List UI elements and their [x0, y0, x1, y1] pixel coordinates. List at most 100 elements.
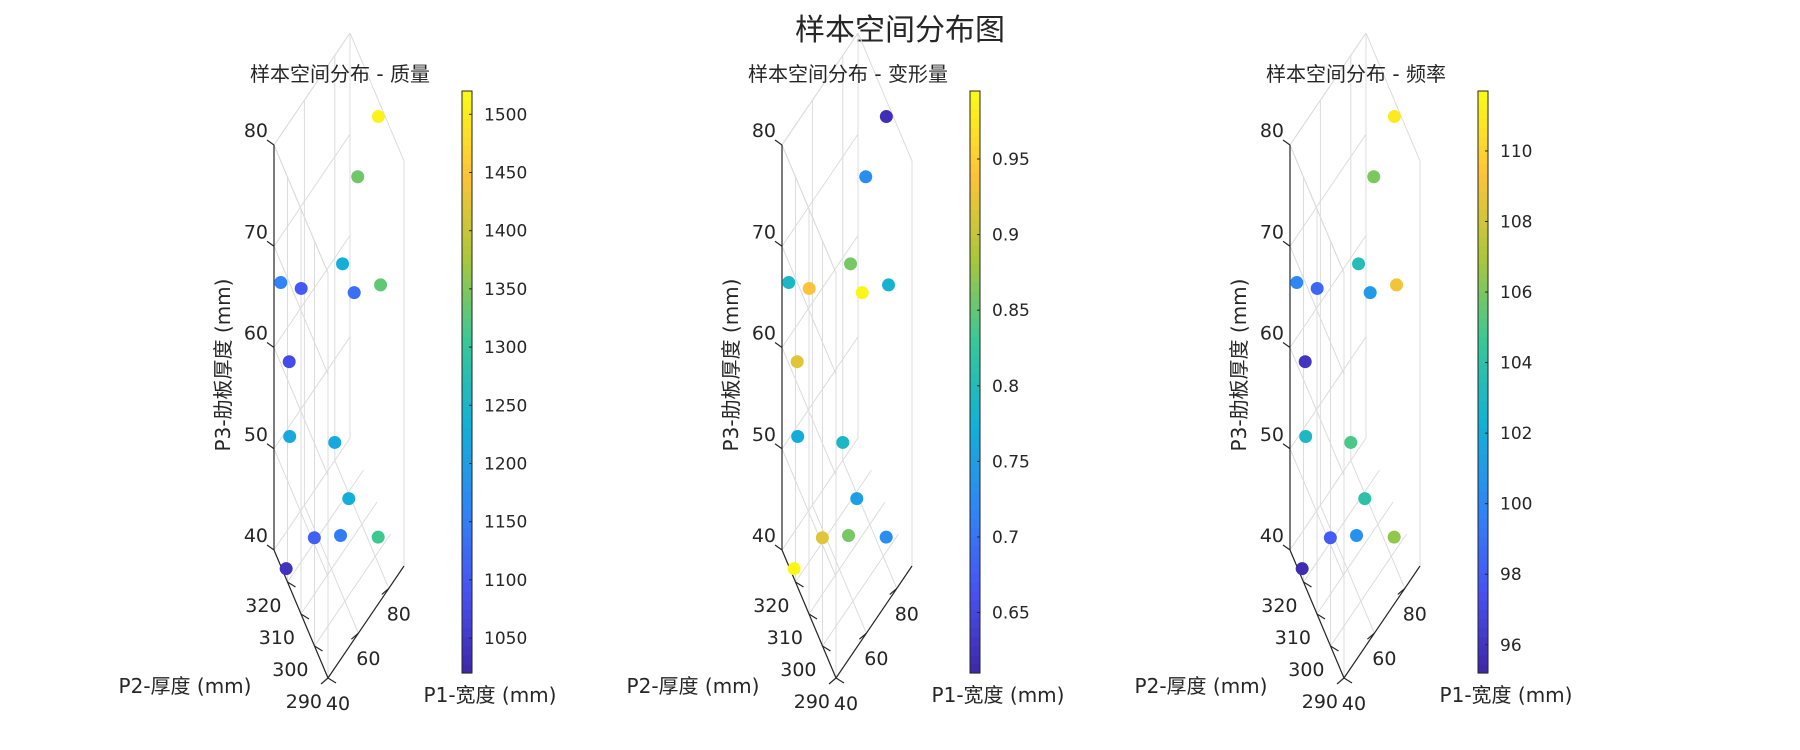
colorbar-segment [462, 582, 472, 592]
y-axis-label: P2-厚度 (mm) [627, 674, 760, 698]
gridline-z [781, 347, 837, 476]
colorbar-segment [1478, 491, 1488, 501]
x-tick-mark [889, 587, 898, 595]
data-point [791, 430, 805, 443]
colorbar-segment [970, 363, 980, 374]
colorbar-segment [1478, 218, 1488, 229]
colorbar-segment [462, 209, 472, 219]
colorbar-segment [462, 409, 472, 419]
x-tick-mark [381, 587, 390, 595]
box-edge [1365, 32, 1421, 162]
colorbar-segment [970, 172, 980, 183]
colorbar-tick-label: 1100 [484, 571, 527, 591]
x-axis-line [327, 565, 405, 679]
colorbar-tick-label: 0.8 [992, 377, 1019, 397]
y-tick-label: 300 [272, 659, 308, 681]
colorbar-segment [462, 482, 472, 492]
colorbar-segment [1478, 418, 1488, 429]
x-tick-label: 80 [1403, 603, 1427, 625]
gridline-z-back [781, 235, 859, 348]
colorbar-segment [1478, 509, 1488, 520]
box-edge [273, 32, 351, 146]
colorbar-segment [970, 200, 980, 210]
colorbar-segment [1478, 554, 1488, 565]
colorbar-segment [462, 445, 472, 456]
colorbar-segment [1478, 291, 1488, 301]
gridline-z [273, 246, 329, 375]
colorbar-segment [462, 572, 472, 583]
data-point [351, 170, 365, 184]
colorbar-segment [1478, 663, 1488, 674]
z-tick-label: 70 [1260, 221, 1284, 243]
colorbar-segment [1478, 563, 1488, 574]
colorbar-segment [970, 336, 980, 347]
colorbar-segment [970, 554, 980, 565]
data-point [294, 281, 308, 295]
colorbar-segment [1478, 327, 1488, 338]
colorbar-segment [970, 527, 980, 538]
x-axis-line [1343, 565, 1421, 679]
data-point [1387, 530, 1401, 544]
colorbar-segment [970, 600, 980, 610]
colorbar-segment [462, 472, 472, 483]
colorbar-segment [970, 645, 980, 656]
z-tick-mark [1282, 342, 1291, 348]
colorbar-segment [970, 372, 980, 383]
data-point [1310, 281, 1324, 295]
colorbar-tick-label: 1250 [484, 396, 527, 416]
gridline-z-back [273, 437, 351, 551]
data-point [374, 278, 388, 292]
gridline-z-back [273, 336, 351, 450]
colorbar-segment [970, 181, 980, 192]
data-point [274, 276, 288, 289]
colorbar-segment [462, 318, 472, 329]
data-point [1344, 435, 1358, 449]
box-edge [781, 144, 837, 274]
colorbar-segment [970, 100, 980, 110]
gridline-y-floor [287, 469, 364, 583]
z-tick-label: 40 [244, 525, 268, 547]
colorbar-segment [970, 291, 980, 301]
colorbar-segment [1478, 145, 1488, 156]
gridline-y-floor [314, 533, 391, 647]
z-tick-mark [774, 240, 783, 247]
colorbar-segment [462, 281, 472, 292]
colorbar-tick-label: 106 [1500, 283, 1532, 303]
x-tick-mark [828, 677, 837, 685]
colorbar-segment [462, 272, 472, 283]
gridline-z-back [273, 235, 351, 348]
data-point [842, 529, 856, 543]
data-point [328, 435, 342, 449]
colorbar-segment [462, 327, 472, 338]
figure-title: 样本空间分布图 [795, 13, 1005, 48]
colorbar-tick-label: 98 [1500, 565, 1522, 585]
colorbar-segment [462, 100, 472, 110]
colorbar-segment [1478, 100, 1488, 110]
gridline-z [273, 347, 329, 476]
gridline-z-back [1289, 133, 1367, 247]
z-tick-label: 60 [752, 323, 776, 345]
gridline-z [781, 448, 837, 577]
data-point [1363, 286, 1377, 300]
colorbar-segment [1478, 582, 1488, 592]
colorbar-segment [970, 91, 980, 101]
z-tick-label: 70 [244, 221, 268, 243]
colorbar-segment [462, 191, 472, 201]
z-tick-mark [266, 544, 275, 551]
colorbar-segment [462, 636, 472, 647]
colorbar-segment [1478, 345, 1488, 356]
colorbar-segment [462, 663, 472, 674]
data-point [371, 530, 385, 544]
colorbar-segment [970, 236, 980, 247]
z-tick-mark [774, 139, 783, 146]
colorbar: 1050 1100 1150 1200 1250 1300 1350 1400 1450 1500 [461, 90, 527, 674]
y-tick-mark [287, 581, 296, 588]
colorbar-segment [462, 400, 472, 410]
colorbar-segment [462, 554, 472, 565]
colorbar-segment [462, 609, 472, 620]
colorbar-segment [970, 500, 980, 510]
colorbar-segment [1478, 400, 1488, 410]
y-tick-label: 310 [259, 627, 295, 649]
colorbar-segment [462, 600, 472, 610]
gridline-z-back [781, 437, 859, 551]
